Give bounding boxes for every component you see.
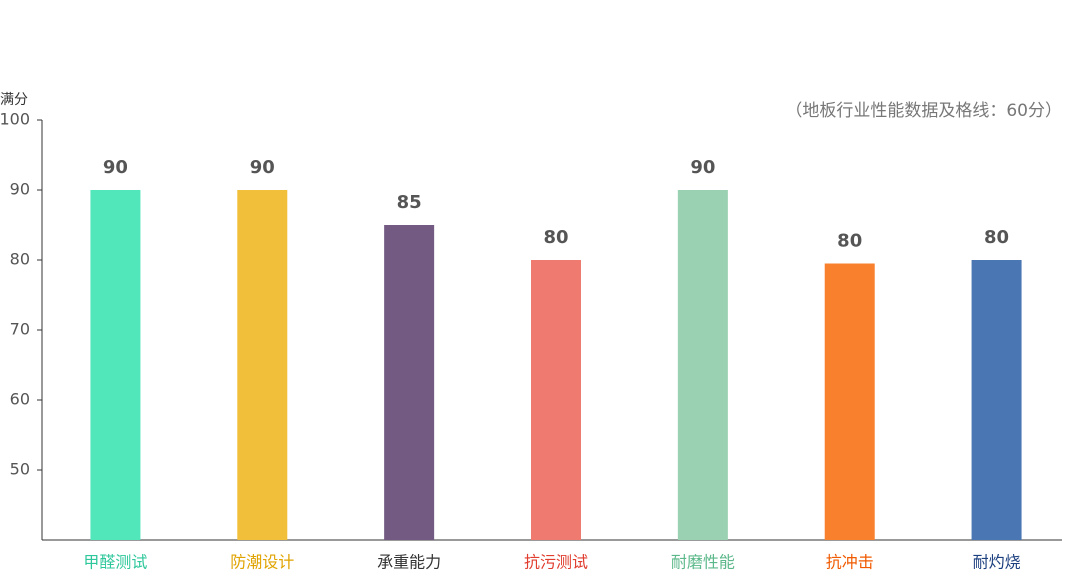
y-tick-label: 80 [10, 250, 30, 269]
note: （地板行业性能数据及格线：60分） [785, 101, 1062, 121]
bar [971, 260, 1022, 540]
bar [237, 190, 288, 540]
bar [384, 225, 435, 540]
value-label: 90 [103, 157, 128, 178]
x-tick-label: 承重能力 [377, 553, 441, 572]
bar [677, 190, 728, 540]
x-tick-label: 耐磨性能 [671, 553, 735, 572]
x-tick-label: 抗污测试 [524, 553, 588, 572]
value-label: 80 [984, 227, 1009, 248]
value-label: 80 [837, 231, 862, 252]
y-tick-label: 50 [10, 460, 30, 479]
x-tick-label: 耐灼烧 [973, 553, 1021, 572]
x-tick-label: 甲醛测试 [83, 553, 147, 572]
value-label: 90 [250, 157, 275, 178]
y-tick-label: 100 [0, 110, 30, 129]
bar [531, 260, 581, 540]
x-tick-label: 防潮设计 [230, 553, 294, 572]
x-tick-label: 抗冲击 [826, 553, 874, 572]
y-tick-label: 60 [10, 390, 30, 409]
y-tick-label: 70 [10, 320, 30, 339]
y-tick-label: 90 [10, 180, 30, 199]
value-label: 85 [397, 192, 422, 213]
bar [90, 190, 141, 540]
value-label: 90 [690, 157, 715, 178]
y-axis-label: 满分 [0, 92, 28, 108]
bar [824, 263, 875, 540]
value-label: 80 [543, 227, 568, 248]
